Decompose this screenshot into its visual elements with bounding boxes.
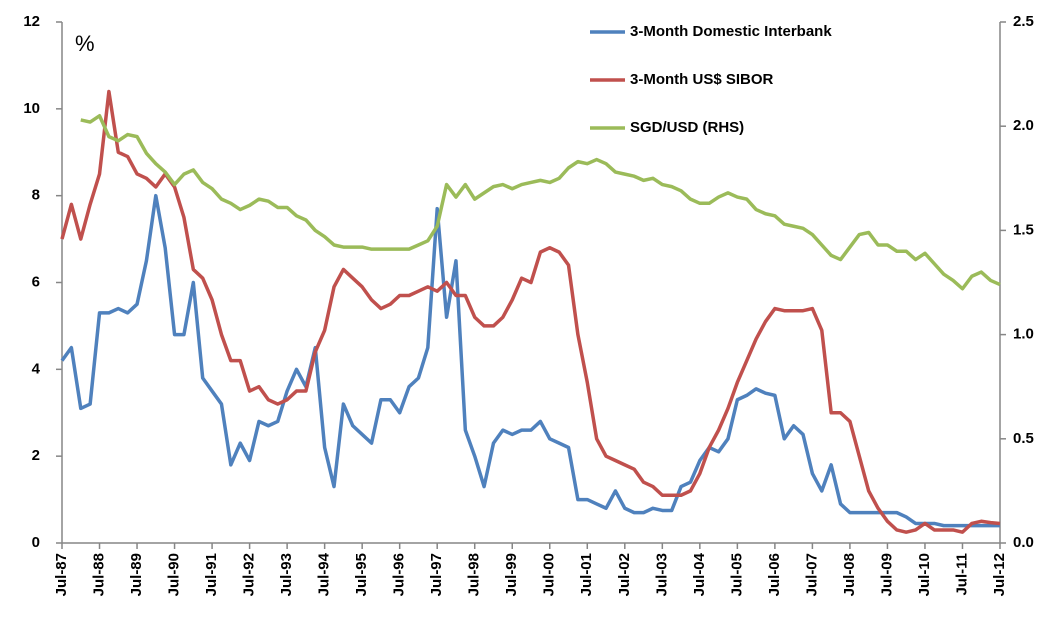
x-tick-label: Jul-92 xyxy=(241,553,258,596)
x-tick-label: Jul-07 xyxy=(803,553,820,596)
x-tick-label: Jul-06 xyxy=(766,553,783,596)
legend-label: SGD/USD (RHS) xyxy=(630,119,744,136)
y-tick-label: 6 xyxy=(32,273,40,290)
series-line xyxy=(80,114,1001,291)
series-line xyxy=(60,89,1001,534)
x-tick-label: Jul-00 xyxy=(541,553,558,596)
x-tick-label: Jul-11 xyxy=(953,553,970,596)
x-tick-label: Jul-10 xyxy=(916,553,933,596)
legend-label: 3-Month Domestic Interbank xyxy=(630,23,832,40)
x-tick-label: Jul-01 xyxy=(578,553,595,596)
x-tick-label: Jul-93 xyxy=(278,553,295,596)
x-tick-label: Jul-88 xyxy=(90,553,107,596)
x-tick-label: Jul-90 xyxy=(166,553,183,596)
x-tick-label: Jul-04 xyxy=(691,552,708,596)
y2-tick-label: 2.5 xyxy=(1013,13,1034,30)
y2-tick-label: 1.5 xyxy=(1013,221,1034,238)
y2-tick-label: 0.0 xyxy=(1013,534,1034,551)
y2-tick-label: 1.0 xyxy=(1013,326,1034,343)
x-tick-label: Jul-99 xyxy=(503,553,520,596)
x-tick-label: Jul-91 xyxy=(203,553,220,596)
y-axis-label: % xyxy=(75,31,95,56)
y2-tick-label: 0.5 xyxy=(1013,430,1034,447)
x-tick-label: Jul-89 xyxy=(128,553,145,596)
x-tick-label: Jul-02 xyxy=(616,553,633,596)
x-tick-label: Jul-96 xyxy=(391,553,408,596)
y-tick-label: 8 xyxy=(32,187,40,204)
x-tick-label: Jul-09 xyxy=(878,553,895,596)
y-tick-label: 4 xyxy=(32,360,41,377)
x-tick-label: Jul-97 xyxy=(428,553,445,596)
series-line xyxy=(60,193,1000,528)
x-tick-label: Jul-98 xyxy=(466,553,483,596)
y2-tick-label: 2.0 xyxy=(1013,117,1034,134)
legend-label: 3-Month US$ SIBOR xyxy=(630,71,774,88)
y-tick-label: 10 xyxy=(23,100,40,117)
x-tick-label: Jul-94 xyxy=(316,552,333,596)
y-tick-label: 0 xyxy=(32,534,40,551)
x-tick-label: Jul-05 xyxy=(728,553,745,596)
x-tick-label: Jul-08 xyxy=(841,553,858,596)
x-tick-label: Jul-95 xyxy=(353,553,370,596)
x-tick-label: Jul-03 xyxy=(653,553,670,596)
x-tick-label: Jul-87 xyxy=(53,553,70,596)
y-tick-label: 12 xyxy=(23,13,40,30)
y-tick-label: 2 xyxy=(32,447,40,464)
x-tick-label: Jul-12 xyxy=(991,553,1008,596)
